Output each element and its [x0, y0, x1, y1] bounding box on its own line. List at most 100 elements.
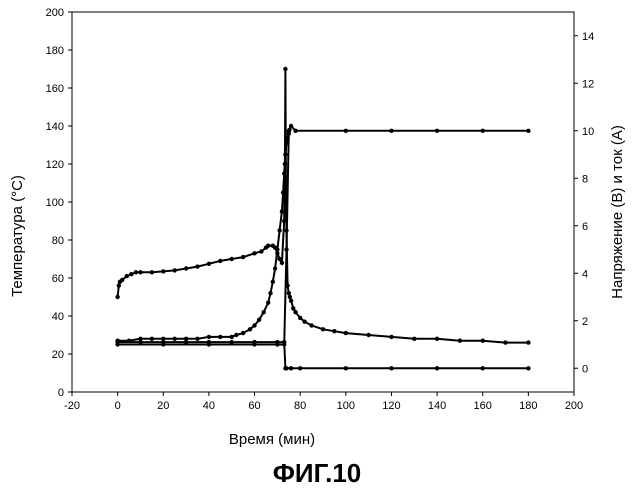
data-point	[435, 129, 439, 133]
data-point	[273, 266, 277, 270]
data-point	[207, 262, 211, 266]
data-point	[266, 301, 270, 305]
left-y-tick-label: 120	[46, 159, 64, 171]
right-y-tick-label: 12	[582, 78, 594, 90]
x-tick-label: 60	[248, 400, 260, 412]
data-point	[115, 295, 119, 299]
x-tick-label: 0	[115, 400, 121, 412]
data-point	[481, 339, 485, 343]
data-point	[389, 335, 393, 339]
x-tick-label: 140	[428, 400, 446, 412]
data-point	[289, 124, 293, 128]
data-point	[138, 270, 142, 274]
series-line	[118, 126, 529, 345]
x-tick-label: 40	[203, 400, 215, 412]
data-point	[288, 295, 292, 299]
right-axis-title: Напряжение (В) и ток (А)	[609, 125, 626, 299]
data-point	[291, 306, 295, 310]
data-point	[195, 264, 199, 268]
data-point	[321, 327, 325, 331]
x-tick-label: 20	[157, 400, 169, 412]
series-2	[115, 128, 291, 343]
data-point	[150, 270, 154, 274]
right-y-tick-label: 0	[582, 363, 588, 375]
x-tick-label: 160	[474, 400, 492, 412]
data-point	[275, 342, 279, 346]
series-1	[115, 67, 530, 345]
data-point	[173, 337, 177, 341]
data-point	[271, 280, 275, 284]
data-point	[134, 270, 138, 274]
data-point	[268, 291, 272, 295]
plot-frame	[72, 12, 574, 392]
data-point	[275, 247, 279, 251]
data-point	[266, 244, 270, 248]
data-point	[284, 247, 288, 251]
data-point	[458, 339, 462, 343]
right-y-tick-label: 8	[582, 173, 588, 185]
left-y-tick-label: 60	[52, 273, 64, 285]
data-point	[526, 366, 530, 370]
data-point	[161, 342, 165, 346]
data-point	[257, 318, 261, 322]
data-point	[120, 278, 124, 282]
plot-area	[115, 67, 530, 371]
right-y-tick-label: 6	[582, 221, 588, 233]
data-point	[293, 129, 297, 133]
x-tick-label: 180	[519, 400, 537, 412]
data-point	[259, 249, 263, 253]
data-point	[230, 257, 234, 261]
series-line	[118, 130, 290, 341]
left-y-tick-label: 0	[58, 387, 64, 399]
data-point	[184, 266, 188, 270]
data-point	[503, 340, 507, 344]
left-y-tick-label: 20	[52, 349, 64, 361]
data-point	[283, 152, 287, 156]
data-point	[230, 335, 234, 339]
data-point	[283, 67, 287, 71]
x-tick-label: -20	[64, 400, 80, 412]
right-y-tick-label: 10	[582, 126, 594, 138]
data-point	[277, 257, 281, 261]
data-point	[280, 209, 284, 213]
data-point	[303, 320, 307, 324]
x-tick-label: 120	[382, 400, 400, 412]
data-point	[298, 316, 302, 320]
left-y-tick-label: 160	[46, 83, 64, 95]
data-point	[289, 366, 293, 370]
data-point	[161, 269, 165, 273]
data-point	[526, 340, 530, 344]
data-point	[309, 323, 313, 327]
data-point	[344, 366, 348, 370]
data-point	[262, 310, 266, 314]
right-y-tick-label: 4	[582, 268, 588, 280]
data-point	[287, 129, 291, 133]
data-point	[282, 342, 286, 346]
data-point	[287, 291, 291, 295]
data-point	[481, 129, 485, 133]
data-point	[344, 331, 348, 335]
axes: -200204060801001201401601802000204060801…	[46, 7, 595, 412]
right-y-tick-label: 2	[582, 316, 588, 328]
left-y-tick-label: 140	[46, 121, 64, 133]
data-point	[282, 171, 286, 175]
x-axis-title: Время (мин)	[229, 431, 315, 448]
left-y-tick-label: 100	[46, 197, 64, 209]
data-point	[207, 335, 211, 339]
data-point	[241, 255, 245, 259]
data-point	[280, 261, 284, 265]
data-point	[332, 329, 336, 333]
data-point	[115, 342, 119, 346]
data-point	[218, 335, 222, 339]
data-point	[389, 366, 393, 370]
data-point	[234, 333, 238, 337]
data-point	[481, 366, 485, 370]
data-point	[289, 299, 293, 303]
data-point	[252, 251, 256, 255]
figure-caption: ФИГ.10	[0, 458, 634, 489]
series-4	[115, 124, 530, 347]
data-point	[277, 228, 281, 232]
data-point	[281, 190, 285, 194]
series-line	[118, 342, 529, 368]
data-point	[284, 366, 288, 370]
